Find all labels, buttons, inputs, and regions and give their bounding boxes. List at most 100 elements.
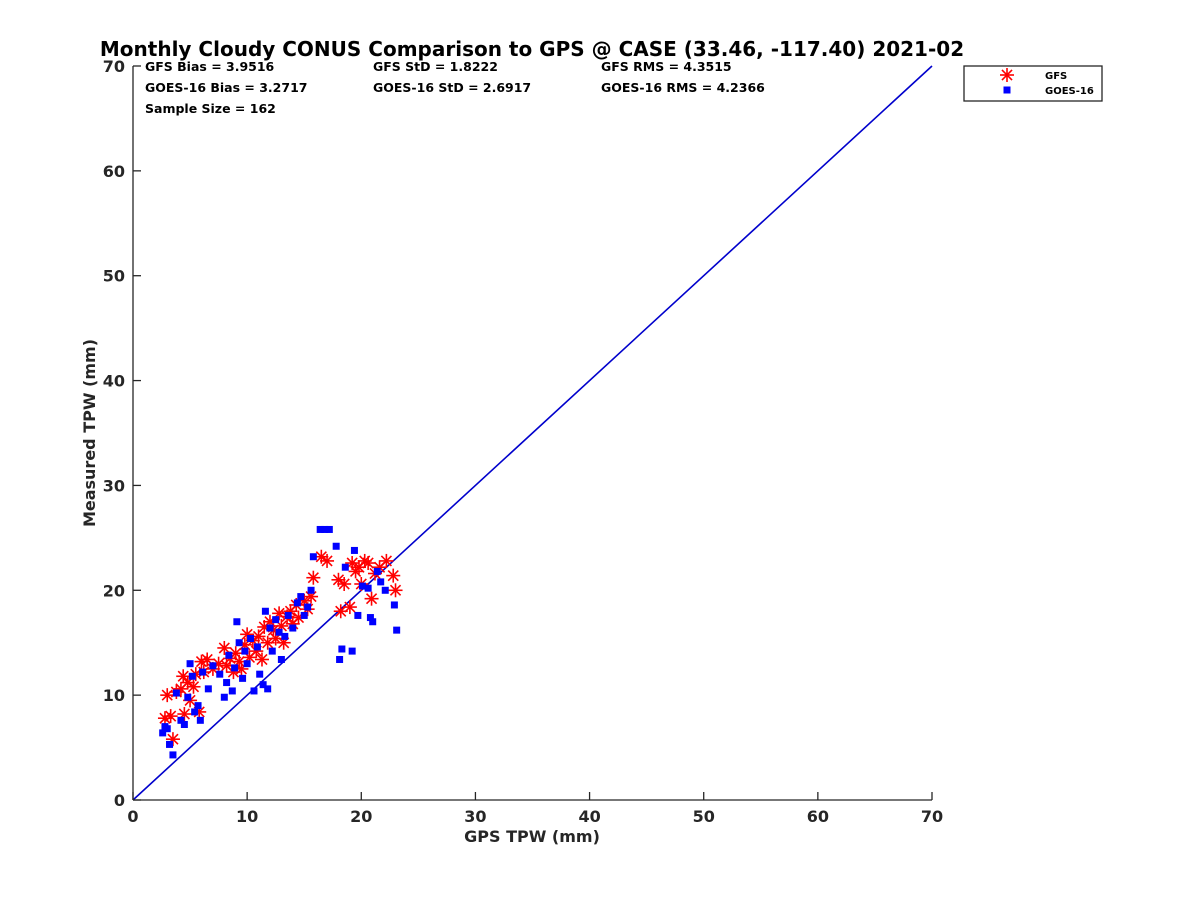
goes16-point <box>284 611 292 619</box>
goes16-point <box>325 525 333 533</box>
x-tick-label: 50 <box>693 807 715 826</box>
goes16-point <box>169 751 177 759</box>
goes16-point <box>220 693 228 701</box>
goes16-point <box>216 670 224 678</box>
goes16-point <box>241 647 249 655</box>
legend-gfs-marker-glyph <box>1000 68 1014 82</box>
gfs-point <box>186 679 201 694</box>
goes16-point <box>247 635 255 643</box>
goes16-point <box>300 611 308 619</box>
goes16-point <box>316 525 324 533</box>
goes16-point <box>369 618 377 626</box>
goes16-point <box>336 655 344 663</box>
y-axis-label: Measured TPW (mm) <box>80 339 99 527</box>
goes16-point <box>272 616 280 624</box>
goes16-point <box>250 687 258 695</box>
legend-goes16-label: GOES-16 <box>1045 86 1094 97</box>
stat-goes16-bias: GOES-16 Bias = 3.2717 <box>145 80 307 95</box>
goes16-point <box>186 660 194 668</box>
goes16-point <box>390 601 398 609</box>
goes16-point <box>266 624 274 632</box>
stat-gfs-bias: GFS Bias = 3.9516 <box>145 59 275 74</box>
goes16-point <box>159 729 167 737</box>
goes16-point <box>281 632 289 640</box>
goes16-point <box>373 567 381 575</box>
chart-title: Monthly Cloudy CONUS Comparison to GPS @… <box>100 37 964 61</box>
gfs-point <box>342 600 357 615</box>
x-tick-label: 70 <box>921 807 943 826</box>
legend-gfs-label: GFS <box>1045 71 1067 82</box>
goes16-point <box>354 611 362 619</box>
plot-area <box>132 65 933 801</box>
goes16-point <box>163 725 171 733</box>
y-tick-label: 10 <box>103 686 125 705</box>
y-tick-label: 70 <box>103 57 125 76</box>
goes16-point <box>239 674 247 682</box>
goes16-point <box>275 628 283 636</box>
goes16-point <box>304 603 312 611</box>
gfs-point <box>254 652 269 667</box>
gfs-point <box>386 568 401 583</box>
goes16-point <box>228 687 236 695</box>
goes16-point <box>309 553 317 561</box>
stat-goes16-std: GOES-16 StD = 2.6917 <box>373 80 531 95</box>
x-tick-label: 30 <box>464 807 486 826</box>
goes16-point <box>166 740 174 748</box>
goes16-point <box>332 542 340 550</box>
goes16-points <box>159 525 401 759</box>
gfs-point <box>320 553 335 568</box>
stat-gfs-std: GFS StD = 1.8222 <box>373 59 498 74</box>
goes16-point <box>393 626 401 634</box>
goes16-point <box>180 721 188 729</box>
gfs-point <box>163 709 178 724</box>
stat-gfs-rms: GFS RMS = 4.3515 <box>601 59 732 74</box>
goes16-point <box>172 689 180 697</box>
x-axis-label: GPS TPW (mm) <box>464 827 600 846</box>
x-tick-label: 40 <box>578 807 600 826</box>
goes16-point <box>277 655 285 663</box>
gfs-points <box>157 549 403 747</box>
goes16-point <box>338 645 346 653</box>
gfs-point <box>176 669 191 684</box>
y-tick-label: 50 <box>103 267 125 286</box>
goes16-point <box>235 639 243 647</box>
goes16-point <box>184 693 192 701</box>
goes16-point <box>293 599 301 607</box>
goes16-point <box>358 582 366 590</box>
goes16-point <box>364 584 372 592</box>
axes: 0 10 20 30 40 50 60 70 0 10 20 30 40 50 60 70 <box>103 57 943 826</box>
goes16-point <box>223 679 231 687</box>
goes16-point <box>381 586 389 594</box>
gfs-point <box>388 583 403 598</box>
goes16-point <box>297 593 305 601</box>
goes16-point <box>243 660 251 668</box>
goes16-point <box>233 618 241 626</box>
goes16-point <box>196 716 204 724</box>
goes16-point <box>177 716 185 724</box>
goes16-point <box>209 662 217 670</box>
gfs-point <box>361 556 376 571</box>
y-tick-label: 0 <box>114 791 125 810</box>
gfs-point <box>364 591 379 606</box>
goes16-point <box>348 647 356 655</box>
gfs-point <box>194 654 209 669</box>
goes16-point <box>307 586 315 594</box>
gfs-point <box>217 640 232 655</box>
x-tick-label: 60 <box>807 807 829 826</box>
stats-block: GFS Bias = 3.9516 GFS StD = 1.8222 GFS RMS… <box>145 59 765 116</box>
goes16-point <box>199 668 207 676</box>
goes16-point <box>191 708 199 716</box>
one-to-one-reference-line <box>132 65 933 801</box>
legend: GFS GOES-16 <box>963 65 1103 102</box>
y-tick-label: 60 <box>103 162 125 181</box>
goes16-point <box>194 702 202 710</box>
goes16-point <box>321 525 329 533</box>
goes16-point <box>253 643 261 651</box>
y-tick-label: 40 <box>103 372 125 391</box>
goes16-point <box>204 685 212 693</box>
y-tick-label: 30 <box>103 476 125 495</box>
gfs-point <box>379 553 394 568</box>
goes16-point <box>256 670 264 678</box>
goes16-point <box>289 624 297 632</box>
